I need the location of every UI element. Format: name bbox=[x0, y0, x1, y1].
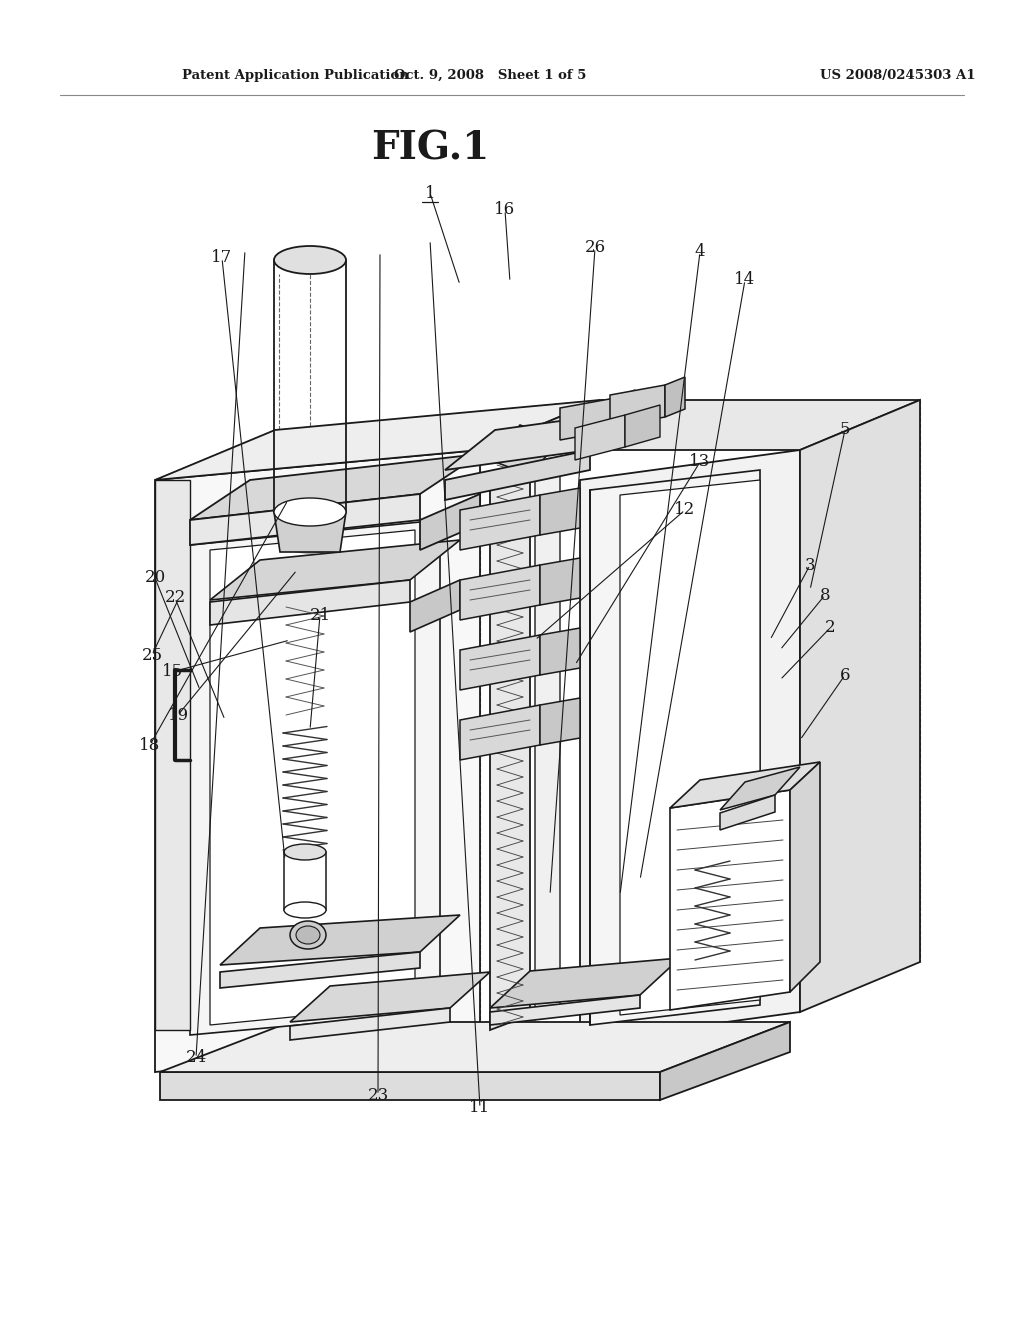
Text: Oct. 9, 2008   Sheet 1 of 5: Oct. 9, 2008 Sheet 1 of 5 bbox=[394, 69, 586, 82]
Polygon shape bbox=[155, 450, 480, 1072]
Polygon shape bbox=[445, 411, 640, 470]
Text: 6: 6 bbox=[840, 667, 850, 684]
Text: 21: 21 bbox=[309, 606, 331, 623]
Polygon shape bbox=[800, 400, 920, 1012]
Ellipse shape bbox=[279, 531, 341, 553]
Polygon shape bbox=[210, 579, 410, 624]
Text: 1: 1 bbox=[425, 185, 435, 202]
Polygon shape bbox=[220, 952, 420, 987]
Polygon shape bbox=[490, 995, 640, 1026]
Polygon shape bbox=[535, 465, 560, 1020]
Text: 13: 13 bbox=[689, 454, 711, 470]
Polygon shape bbox=[720, 767, 800, 810]
Polygon shape bbox=[670, 789, 790, 1010]
Polygon shape bbox=[460, 495, 540, 550]
Text: 22: 22 bbox=[165, 590, 185, 606]
Polygon shape bbox=[480, 400, 920, 450]
Text: 8: 8 bbox=[819, 586, 830, 603]
Ellipse shape bbox=[290, 921, 326, 949]
Polygon shape bbox=[210, 531, 415, 1026]
Text: 25: 25 bbox=[141, 647, 163, 664]
Polygon shape bbox=[490, 958, 680, 1008]
Polygon shape bbox=[540, 558, 580, 605]
Polygon shape bbox=[155, 400, 600, 480]
Text: 26: 26 bbox=[585, 239, 605, 256]
Text: 18: 18 bbox=[139, 737, 161, 754]
Text: 4: 4 bbox=[694, 243, 706, 260]
Polygon shape bbox=[160, 1022, 790, 1072]
Text: US 2008/0245303 A1: US 2008/0245303 A1 bbox=[820, 69, 976, 82]
Polygon shape bbox=[210, 540, 460, 601]
Polygon shape bbox=[284, 851, 326, 909]
Polygon shape bbox=[590, 470, 760, 1026]
Text: 24: 24 bbox=[185, 1049, 207, 1067]
Text: 12: 12 bbox=[675, 502, 695, 519]
Polygon shape bbox=[220, 915, 460, 965]
Polygon shape bbox=[460, 565, 540, 620]
Text: 19: 19 bbox=[168, 706, 188, 723]
Polygon shape bbox=[540, 698, 580, 744]
Polygon shape bbox=[540, 628, 580, 675]
Ellipse shape bbox=[284, 902, 326, 917]
Polygon shape bbox=[155, 480, 190, 1030]
Text: 2: 2 bbox=[824, 619, 836, 636]
Polygon shape bbox=[660, 1022, 790, 1100]
Text: 23: 23 bbox=[368, 1086, 389, 1104]
Polygon shape bbox=[665, 378, 685, 417]
Polygon shape bbox=[490, 425, 560, 475]
Polygon shape bbox=[560, 399, 615, 440]
Ellipse shape bbox=[274, 498, 346, 525]
Polygon shape bbox=[460, 635, 540, 690]
Polygon shape bbox=[190, 494, 420, 545]
Polygon shape bbox=[410, 579, 460, 632]
Polygon shape bbox=[670, 762, 820, 808]
Polygon shape bbox=[190, 520, 440, 1035]
Polygon shape bbox=[460, 705, 540, 760]
Polygon shape bbox=[620, 480, 760, 1015]
Polygon shape bbox=[540, 488, 580, 535]
Polygon shape bbox=[790, 762, 820, 993]
Ellipse shape bbox=[296, 927, 319, 944]
Polygon shape bbox=[720, 795, 775, 830]
Text: 17: 17 bbox=[211, 249, 232, 267]
Ellipse shape bbox=[284, 843, 326, 861]
Text: 14: 14 bbox=[734, 272, 756, 289]
Polygon shape bbox=[610, 385, 665, 426]
Text: Patent Application Publication: Patent Application Publication bbox=[182, 69, 409, 82]
Polygon shape bbox=[490, 459, 530, 1030]
Text: 20: 20 bbox=[144, 569, 166, 586]
Ellipse shape bbox=[274, 246, 346, 275]
Polygon shape bbox=[290, 1008, 450, 1040]
Text: 11: 11 bbox=[469, 1100, 490, 1117]
Polygon shape bbox=[575, 414, 625, 459]
Polygon shape bbox=[190, 454, 480, 520]
Text: 15: 15 bbox=[162, 664, 182, 681]
Polygon shape bbox=[290, 972, 490, 1022]
Polygon shape bbox=[615, 389, 635, 430]
Polygon shape bbox=[580, 450, 800, 1041]
Polygon shape bbox=[420, 494, 480, 550]
Polygon shape bbox=[160, 1072, 660, 1100]
Text: 16: 16 bbox=[495, 202, 515, 219]
Polygon shape bbox=[274, 512, 346, 552]
Polygon shape bbox=[445, 450, 590, 500]
Text: FIG.1: FIG.1 bbox=[371, 129, 489, 168]
Text: 5: 5 bbox=[840, 421, 850, 438]
Polygon shape bbox=[625, 405, 660, 447]
Text: 3: 3 bbox=[805, 557, 815, 573]
